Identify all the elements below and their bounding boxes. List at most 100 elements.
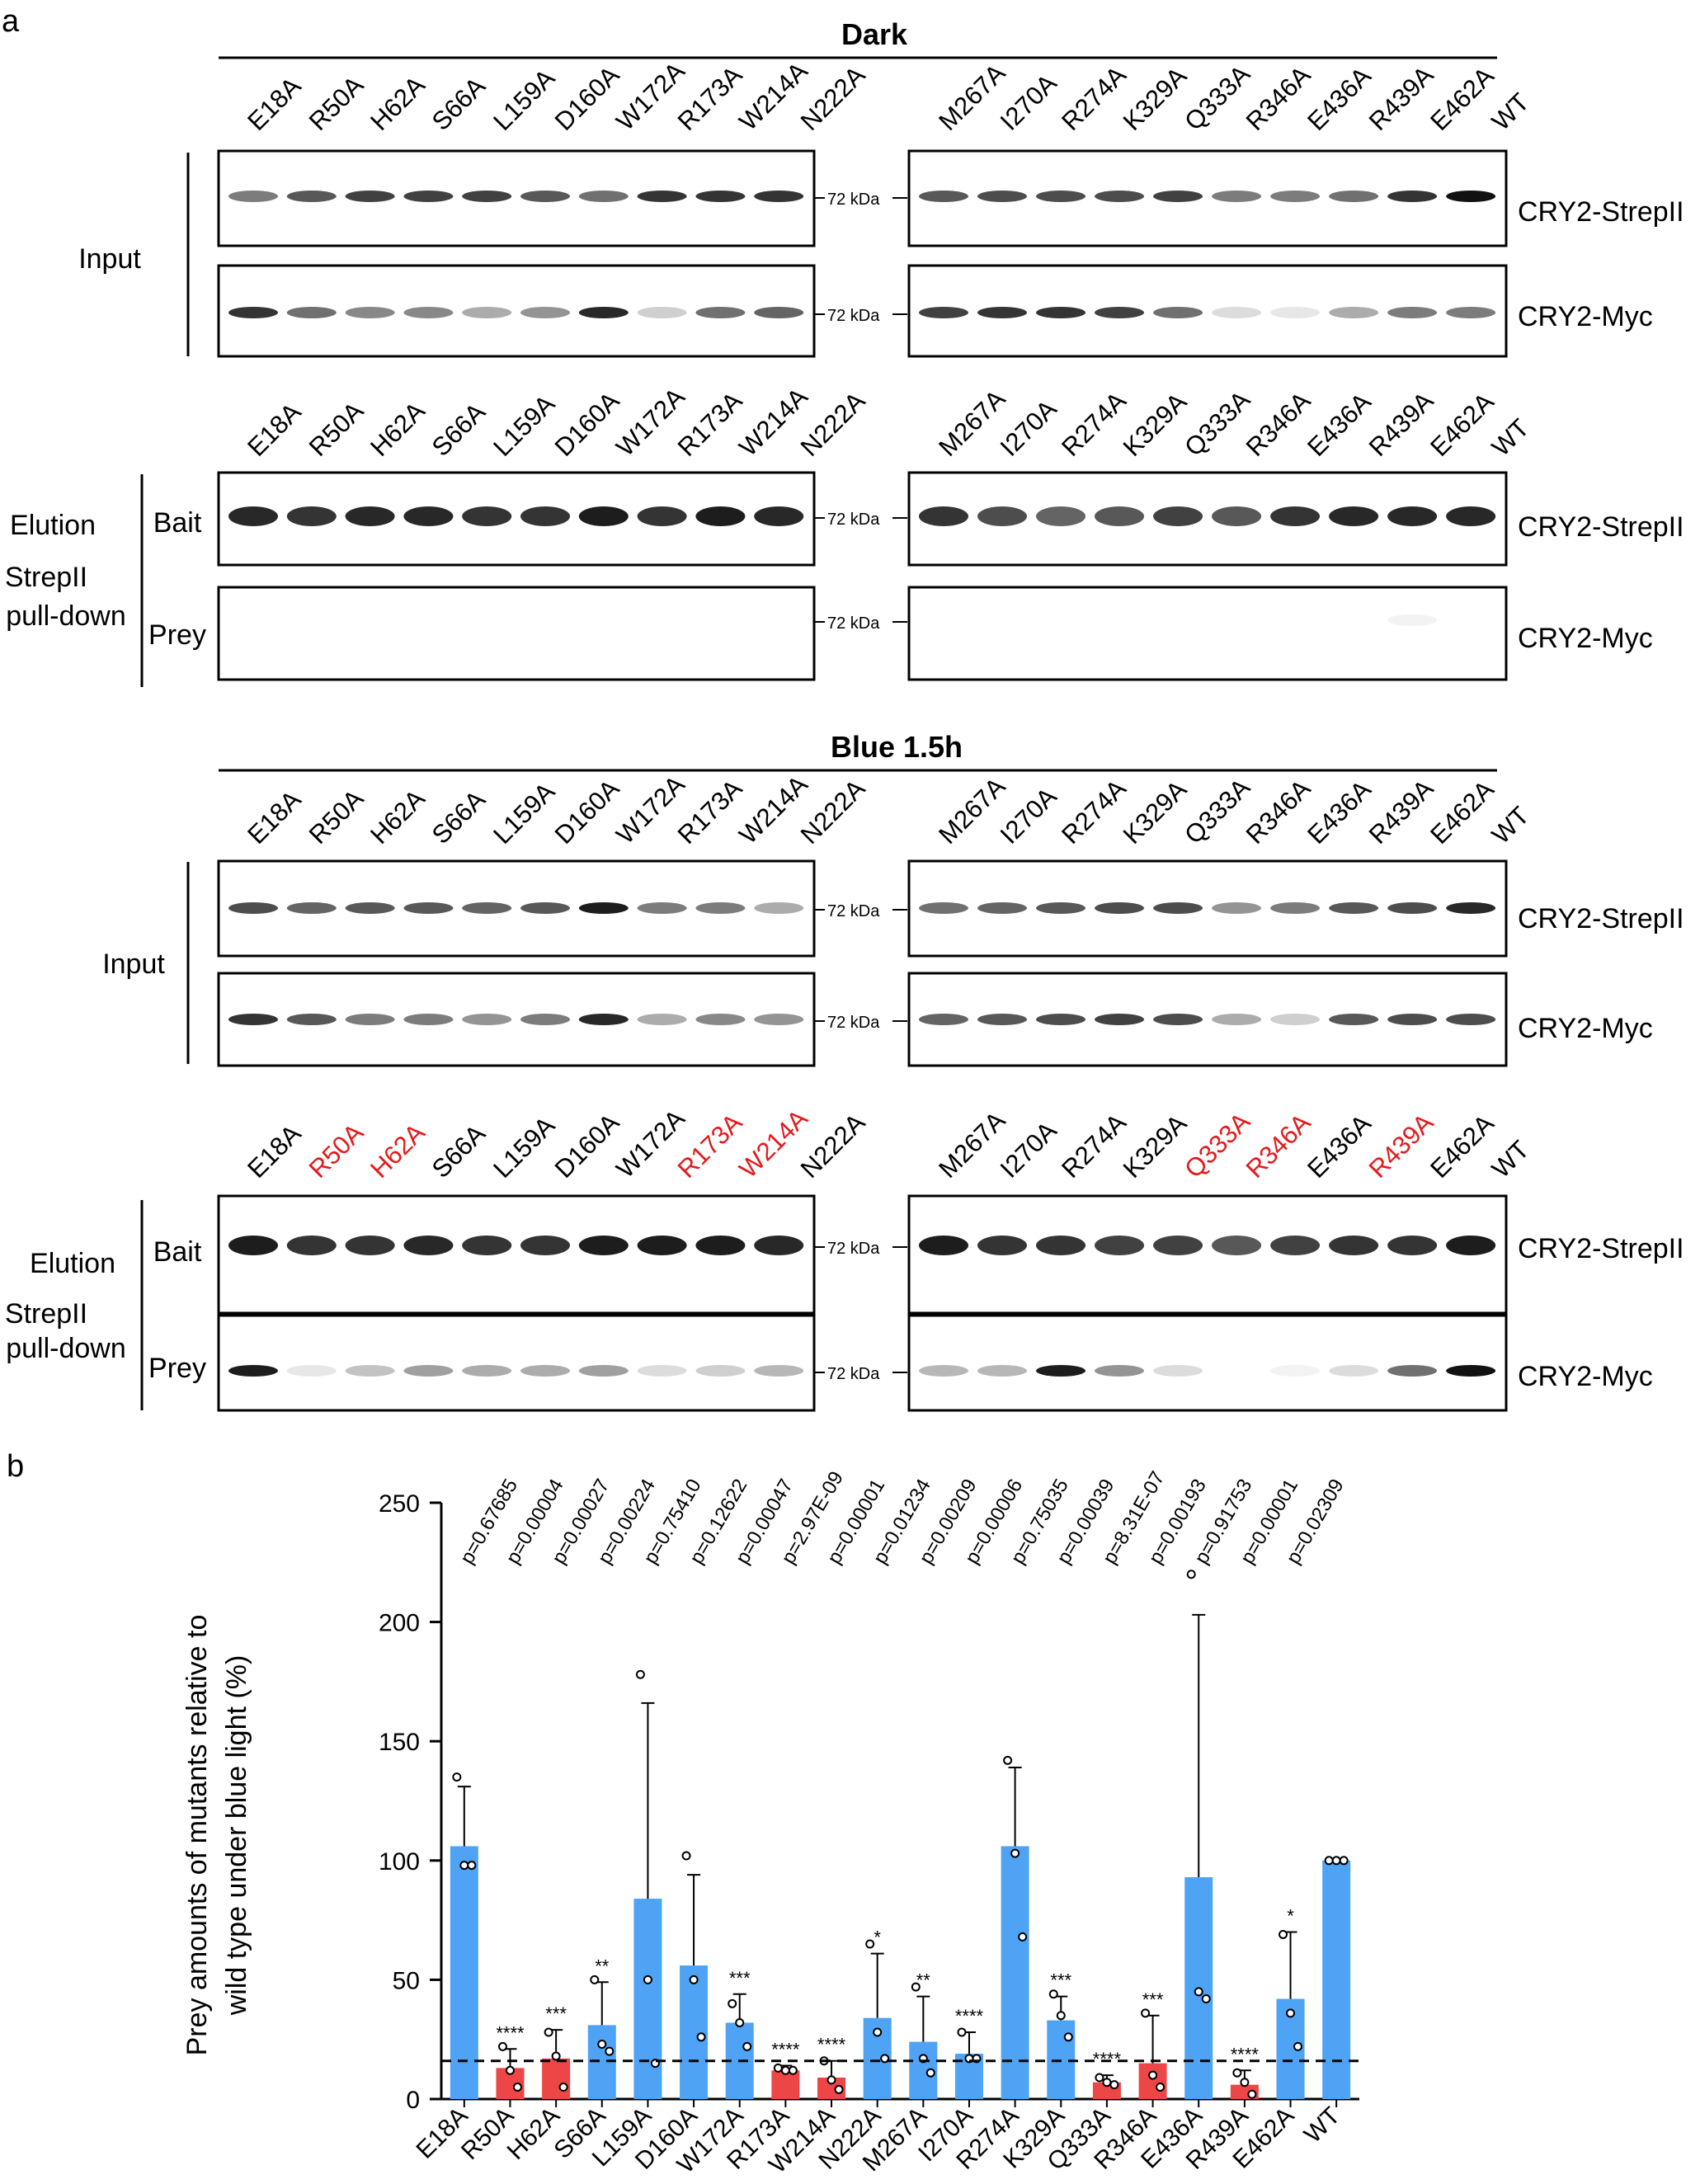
band-blue-input-strep-right-0	[919, 902, 968, 914]
data-point-WT-1	[1331, 1856, 1341, 1866]
band-dark-bait-right-8	[1387, 506, 1438, 526]
y-axis-title-line2: wild type under blue light (%)	[221, 1655, 252, 2017]
lane-label-dark-elution-right-5: R346A	[1241, 386, 1316, 462]
lane-label-blue-input-left-4: L159A	[487, 777, 560, 850]
blue-strepii-label: StrepII	[5, 1298, 87, 1330]
x-tick-label-E18A: E18A	[412, 2102, 473, 2164]
data-point-S66A-2	[605, 2046, 615, 2056]
lane-label-blue-input-left-5: D160A	[549, 774, 625, 850]
band-dark-input-strep-right-7	[1329, 191, 1379, 202]
band-blue-prey-left-3	[403, 1365, 454, 1377]
data-point-E436A-0	[1186, 1570, 1196, 1579]
band-blue-prey-right-6	[1270, 1365, 1321, 1377]
lane-label-dark-elution-left-6: W172A	[610, 382, 690, 462]
data-point-L159A-1	[643, 1975, 652, 1984]
band-blue-input-myc-left-4	[462, 1014, 512, 1025]
lane-label-blue-elution-right-5: R346A	[1241, 1108, 1316, 1184]
data-point-N222A-0	[865, 1939, 875, 1949]
blue-input-strep-label: CRY2-StrepII	[1518, 903, 1684, 934]
bar-R274A	[1001, 1846, 1029, 2099]
band-blue-prey-right-9	[1446, 1365, 1496, 1377]
blot-box-blue-prey-left	[217, 1314, 816, 1412]
band-blue-prey-right-2	[1036, 1365, 1086, 1377]
lane-label-dark-input-right-0: M267A	[933, 59, 1010, 136]
significance-K329A: ***	[1050, 1970, 1071, 1991]
lane-label-blue-elution-right-2: R274A	[1056, 1108, 1132, 1184]
band-blue-bait-left-7	[637, 1236, 687, 1255]
lane-label-blue-input-left-8: W214A	[733, 770, 813, 850]
band-dark-bait-left-5	[520, 506, 571, 526]
band-dark-input-strep-right-5	[1212, 191, 1262, 202]
data-point-R274A-1	[1010, 1848, 1020, 1858]
data-point-R50A-0	[497, 2041, 507, 2051]
data-point-E462A-2	[1293, 2041, 1303, 2051]
data-point-Q333A-2	[1109, 2080, 1119, 2090]
band-dark-input-myc-right-4	[1153, 307, 1203, 318]
lane-label-dark-input-right-7: R439A	[1363, 60, 1439, 136]
band-blue-bait-left-5	[520, 1236, 571, 1255]
band-blue-bait-left-9	[754, 1236, 804, 1255]
band-blue-prey-left-6	[578, 1365, 629, 1377]
data-point-R346A-0	[1141, 2008, 1151, 2018]
band-dark-bait-right-2	[1036, 506, 1086, 526]
lane-label-dark-input-right-3: K329A	[1118, 61, 1193, 136]
band-dark-bait-right-3	[1095, 506, 1145, 526]
band-dark-input-myc-right-0	[919, 307, 968, 318]
band-blue-input-myc-left-2	[345, 1014, 395, 1025]
significance-W172A: ***	[729, 1968, 751, 1989]
data-point-E18A-1	[459, 1861, 469, 1871]
lane-label-dark-elution-right-9: WT	[1486, 413, 1535, 462]
data-point-N222A-2	[880, 2054, 890, 2064]
y-tick-label-50: 50	[393, 1967, 420, 1994]
lane-label-dark-input-right-8: E462A	[1425, 61, 1500, 136]
band-dark-input-myc-right-6	[1270, 307, 1321, 318]
band-blue-input-strep-left-4	[462, 902, 512, 914]
data-point-S66A-1	[597, 2039, 607, 2049]
band-blue-input-myc-right-0	[919, 1014, 968, 1025]
lane-label-blue-input-right-0: M267A	[933, 772, 1010, 850]
band-blue-prey-right-8	[1387, 1365, 1438, 1377]
significance-E462A: *	[1287, 1906, 1294, 1927]
blue-prey-myc-label: CRY2-Myc	[1518, 1361, 1653, 1392]
data-point-K329A-0	[1048, 1989, 1058, 1999]
data-point-R173A-2	[788, 2065, 798, 2075]
significance-W214A: ****	[817, 2035, 846, 2055]
x-tick-label-WT: WT	[1299, 2102, 1345, 2149]
y-tick-label-100: 100	[379, 1848, 420, 1876]
data-point-R274A-0	[1003, 1755, 1013, 1765]
band-blue-prey-left-5	[520, 1365, 571, 1377]
band-dark-input-strep-left-1	[286, 191, 337, 202]
lane-label-dark-elution-left-5: D160A	[549, 386, 625, 462]
lane-label-blue-input-right-4: Q333A	[1179, 773, 1255, 850]
lane-label-blue-elution-right-0: M267A	[933, 1106, 1010, 1184]
blot-box-dark-prey-right	[907, 586, 1508, 681]
band-blue-input-myc-left-6	[578, 1014, 629, 1025]
data-point-R274A-2	[1018, 1932, 1028, 1942]
band-dark-input-myc-left-1	[286, 307, 337, 318]
data-point-R50A-1	[505, 2065, 515, 2075]
data-point-W172A-0	[728, 1998, 737, 2008]
lane-label-blue-elution-right-9: WT	[1486, 1135, 1535, 1184]
blue-title: Blue 1.5h	[831, 730, 963, 764]
lane-label-blue-input-right-6: E436A	[1302, 774, 1377, 850]
data-point-E436A-2	[1201, 1994, 1211, 2004]
data-point-W214A-1	[826, 2075, 836, 2085]
band-dark-bait-right-1	[977, 506, 1028, 526]
band-dark-input-myc-left-7	[637, 307, 687, 318]
data-point-R346A-1	[1148, 2070, 1158, 2080]
lane-label-blue-input-right-7: R439A	[1363, 774, 1439, 850]
bar-E18A	[450, 1846, 478, 2099]
band-dark-input-strep-left-5	[520, 191, 571, 202]
band-blue-bait-right-3	[1095, 1236, 1145, 1255]
band-blue-input-strep-right-5	[1212, 902, 1262, 914]
bar-H62A	[542, 2058, 571, 2099]
dark-elution-label: Elution	[10, 510, 96, 541]
bar-WT	[1322, 1860, 1351, 2099]
lane-label-dark-input-left-4: L159A	[487, 64, 560, 136]
lane-label-dark-input-right-5: R346A	[1241, 60, 1316, 136]
data-point-R50A-2	[512, 2083, 522, 2092]
band-blue-bait-left-1	[286, 1236, 337, 1255]
data-point-E462A-0	[1279, 1929, 1288, 1939]
band-blue-input-strep-left-2	[345, 902, 395, 914]
